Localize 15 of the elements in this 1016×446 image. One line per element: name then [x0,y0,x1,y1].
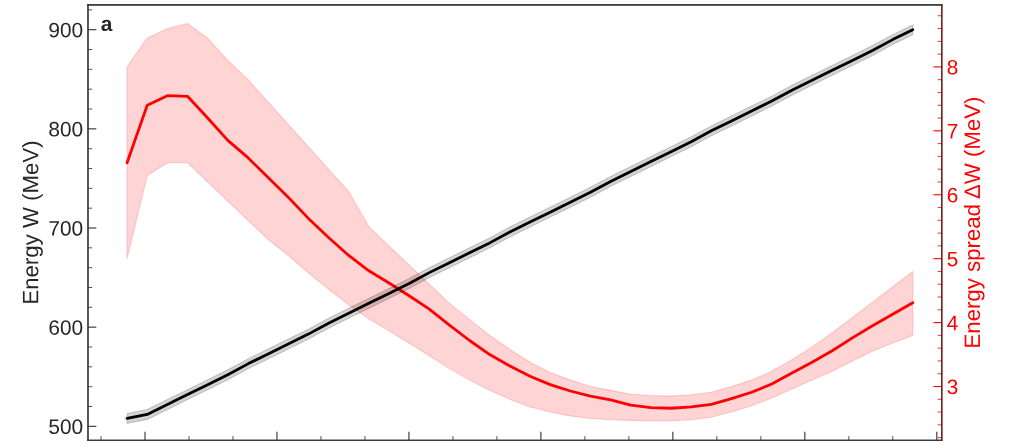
y2-tick-label: 7 [947,124,958,139]
y-tick-label: 600 [49,320,83,335]
line-series [125,94,915,410]
y2-axis-title: Energy spread ΔW (MeV) [963,97,985,347]
y2-tick-label: 8 [947,59,958,75]
text: a [101,19,113,32]
y2-tick-label: 6 [947,187,958,203]
y2-tick-label: 4 [947,315,958,331]
y-tick-label: 800 [49,121,83,137]
y-tick-label: 500 [49,419,83,435]
y-tick-label: 900 [49,22,83,38]
y2-tick-label: 3 [947,379,958,395]
y-axis-title: Energy W (MeV) [22,141,43,303]
y-tick-label: 700 [49,221,83,236]
y2-tick-label: 5 [947,251,958,267]
